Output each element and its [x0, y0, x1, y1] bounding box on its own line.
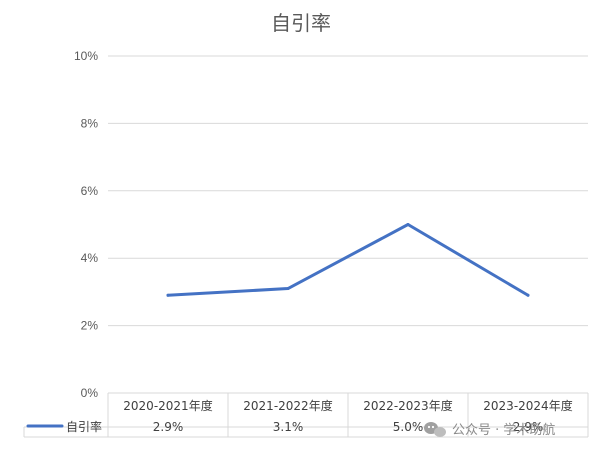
- chart-title: 自引率: [271, 11, 331, 35]
- x-category-label: 2022-2023年度: [363, 398, 452, 413]
- data-table-value: 2.9%: [153, 420, 184, 434]
- x-category-label: 2021-2022年度: [243, 398, 332, 413]
- y-axis-ticks: 0% 2% 4% 6% 8% 10%: [74, 49, 98, 400]
- wechat-icon: [424, 422, 446, 437]
- data-table-value: 2.9%: [513, 420, 544, 434]
- data-table-value: 3.1%: [273, 420, 304, 434]
- x-category-label: 2020-2021年度: [123, 398, 212, 413]
- y-tick-label: 10%: [74, 49, 98, 63]
- legend-label: 自引率: [66, 419, 102, 434]
- gridlines: [108, 55, 588, 327]
- y-tick-label: 0%: [81, 386, 99, 400]
- x-category-label: 2023-2024年度: [483, 398, 572, 413]
- data-table: 2020-2021年度 2021-2022年度 2022-2023年度 2023-20…: [23, 392, 589, 438]
- y-tick-label: 4%: [81, 251, 99, 265]
- series-polyline: [166, 223, 530, 297]
- data-point: [406, 223, 410, 226]
- watermark-text: 公众号 · 学术助航: [452, 422, 555, 438]
- series-line: [166, 223, 530, 297]
- watermark: 公众号 · 学术助航: [424, 422, 555, 438]
- y-tick-label: 2%: [81, 319, 99, 333]
- data-point: [286, 287, 290, 291]
- data-table-value: 5.0%: [393, 420, 424, 434]
- data-point: [166, 293, 170, 297]
- y-tick-label: 6%: [81, 184, 99, 198]
- data-point: [526, 293, 530, 297]
- y-tick-label: 8%: [81, 116, 99, 130]
